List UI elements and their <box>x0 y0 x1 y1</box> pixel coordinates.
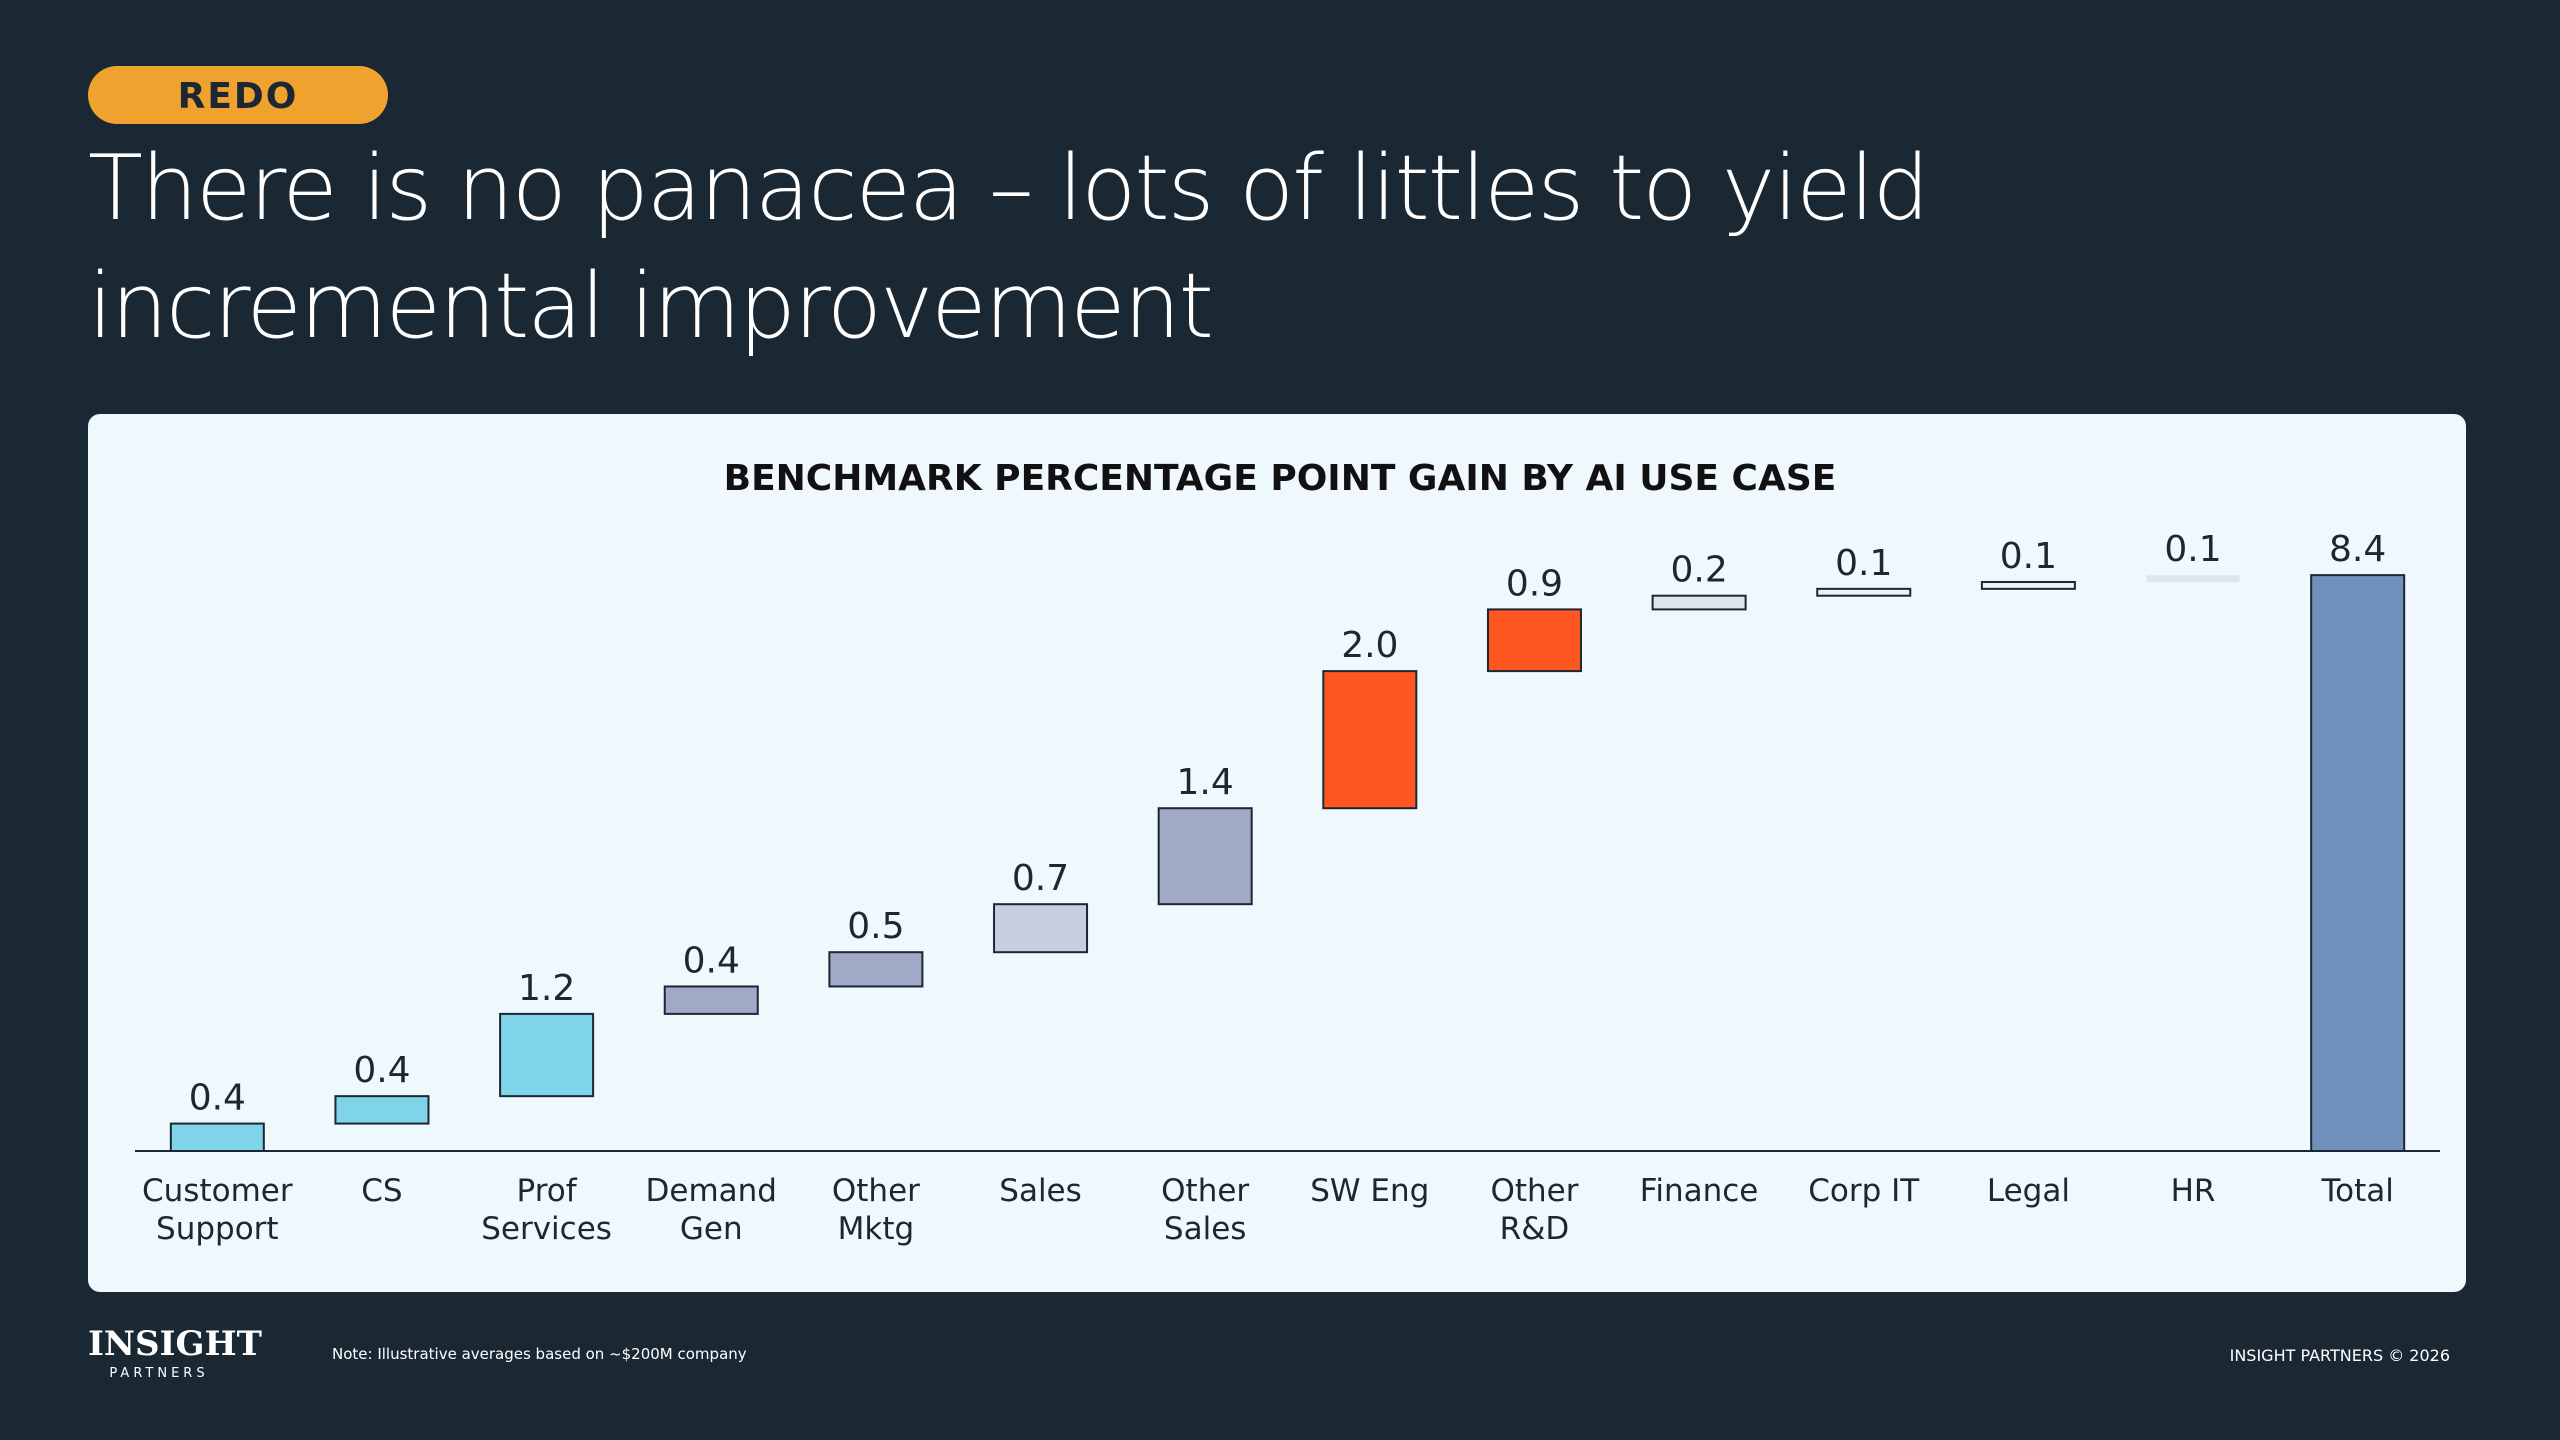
bar <box>993 903 1089 954</box>
value-label: 8.4 <box>2329 529 2386 570</box>
value-label: 2.0 <box>1341 625 1398 666</box>
bar <box>1157 807 1253 906</box>
x-tick-label: CS <box>361 1173 403 1209</box>
x-tick-label: HR <box>2170 1173 2216 1209</box>
logo-sub: PARTNERS <box>109 1366 208 1381</box>
value-label: 0.4 <box>353 1050 410 1091</box>
note: Note: Illustrative averages based on ~$2… <box>332 1345 747 1363</box>
x-tick-label: Legal <box>1986 1173 2070 1209</box>
bar <box>1486 608 1582 673</box>
value-label: 0.1 <box>2164 529 2221 570</box>
x-tick-label: Corp IT <box>1808 1173 1920 1209</box>
bar <box>2146 575 2240 582</box>
value-label: 0.1 <box>1835 543 1892 584</box>
x-tick-label: SW Eng <box>1310 1173 1430 1209</box>
bar <box>334 1095 430 1125</box>
bar <box>663 985 759 1015</box>
x-tick-label: Other Mktg <box>831 1173 920 1247</box>
x-tick-label: Finance <box>1639 1173 1759 1209</box>
value-label: 0.7 <box>1012 858 1069 899</box>
value-label: 1.4 <box>1177 762 1234 803</box>
chart-card <box>88 414 2466 1292</box>
chart-title: BENCHMARK PERCENTAGE POINT GAIN BY AI US… <box>724 458 1837 499</box>
bar <box>1322 670 1418 810</box>
x-tick-label: Total <box>2321 1173 2394 1209</box>
bar <box>1651 594 1747 611</box>
bar <box>1816 587 1912 597</box>
value-label: 0.1 <box>2000 536 2057 577</box>
value-label: 0.4 <box>189 1078 246 1119</box>
x-tick-label: Other Sales <box>1161 1173 1250 1247</box>
logo: INSIGHT <box>88 1324 262 1364</box>
x-tick-label: Prof Services <box>481 1173 612 1247</box>
headline: There is no panacea – lots of littles to… <box>88 136 1930 359</box>
bar <box>169 1122 265 1152</box>
value-label: 0.2 <box>1670 550 1727 591</box>
x-tick-label: Demand Gen <box>645 1173 777 1247</box>
value-label: 0.9 <box>1506 563 1563 604</box>
value-label: 0.4 <box>683 940 740 981</box>
bar <box>828 951 924 988</box>
badge <box>88 66 388 124</box>
x-tick-label: Sales <box>999 1173 1082 1209</box>
bar <box>2310 574 2406 1152</box>
x-tick-label: Other R&D <box>1490 1173 1579 1247</box>
headline-box: There is no panacea – lots of littles to… <box>88 136 1930 359</box>
value-label: 1.2 <box>518 968 575 1009</box>
x-tick-label: Customer Support <box>142 1173 293 1247</box>
bar <box>499 1012 595 1098</box>
bar <box>1980 580 2076 590</box>
badge-text: REDO <box>178 76 299 117</box>
copyright: INSIGHT PARTNERS © 2026 <box>2230 1346 2450 1365</box>
value-label: 0.5 <box>847 906 904 947</box>
